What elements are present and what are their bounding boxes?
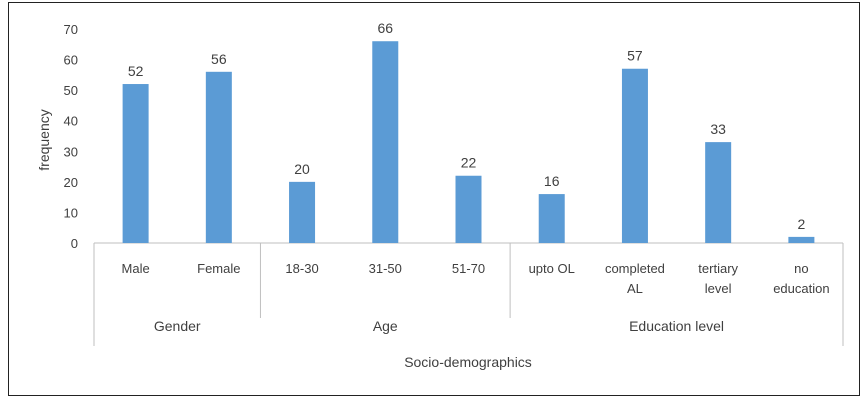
category-label: 51-70	[452, 261, 485, 276]
bar	[455, 175, 482, 243]
y-tick-label: 30	[64, 144, 78, 159]
bar	[705, 142, 732, 243]
y-tick-label: 50	[64, 83, 78, 98]
data-label: 20	[294, 161, 310, 177]
data-label: 66	[377, 20, 393, 36]
data-label: 33	[710, 121, 726, 137]
category-label: Female	[197, 261, 240, 276]
bar	[205, 71, 232, 243]
data-label: 16	[544, 173, 560, 189]
group-label: Gender	[154, 318, 201, 334]
bar	[122, 84, 149, 244]
category-label: level	[705, 281, 732, 296]
y-tick-label: 10	[64, 205, 78, 220]
category-label: completed	[605, 261, 665, 276]
group-label: Education level	[629, 318, 724, 334]
bar	[538, 194, 565, 243]
y-tick-label: 40	[64, 114, 78, 129]
group-label: Age	[373, 318, 398, 334]
bar	[289, 181, 316, 243]
category-label: 18-30	[285, 261, 318, 276]
data-label: 2	[797, 216, 805, 232]
category-label: tertiary	[698, 261, 738, 276]
x-axis-title: Socio-demographics	[404, 354, 532, 370]
y-tick-label: 0	[71, 236, 78, 251]
category-label: AL	[627, 281, 643, 296]
bar	[788, 236, 815, 243]
category-label: no	[794, 261, 808, 276]
category-label: Male	[122, 261, 150, 276]
category-label: upto OL	[529, 261, 575, 276]
y-tick-label: 20	[64, 175, 78, 190]
y-tick-label: 60	[64, 53, 78, 68]
y-tick-label: 70	[64, 22, 78, 37]
data-label: 57	[627, 48, 643, 64]
data-label: 56	[211, 51, 227, 67]
category-label: education	[773, 281, 829, 296]
category-label: 31-50	[369, 261, 402, 276]
data-label: 22	[461, 155, 477, 171]
bar	[372, 41, 399, 243]
data-label: 52	[128, 63, 144, 79]
bar	[621, 68, 648, 243]
y-axis-title: frequency	[36, 109, 52, 170]
